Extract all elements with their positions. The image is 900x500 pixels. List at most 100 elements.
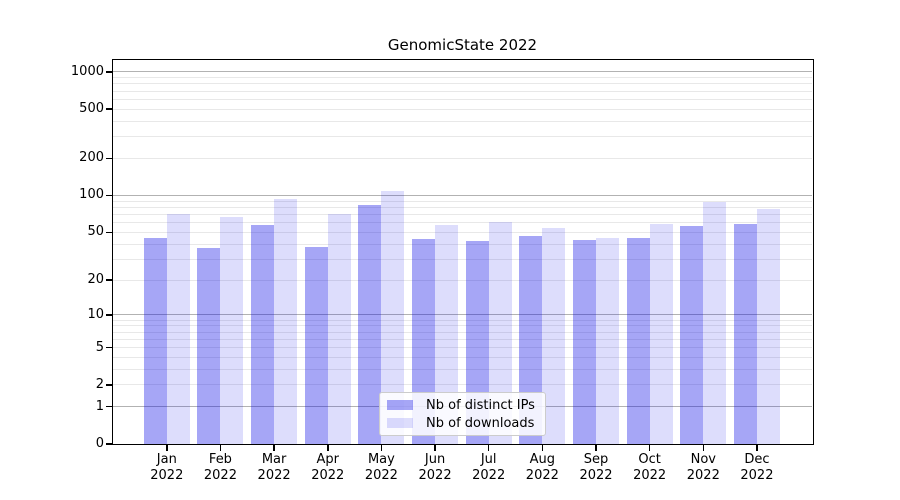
y-tick-mark-5 <box>106 346 112 349</box>
bar-nb-of-downloads-apr-2022 <box>327 213 351 444</box>
x-tick-label-jan-2022: Jan 2022 <box>150 452 184 483</box>
x-tick-mark-mar-2022 <box>273 445 275 451</box>
legend-label-distinct-ips: Nb of distinct IPs <box>426 397 535 413</box>
bar-nb-of-downloads-feb-2022 <box>220 216 244 444</box>
legend-item-downloads: Nb of downloads <box>387 416 538 431</box>
bar-nb-of-downloads-jan-2022 <box>166 213 190 444</box>
x-tick-label-mar-2022: Mar 2022 <box>257 452 291 483</box>
y-tick-mark-50 <box>106 231 112 233</box>
y-tick-mark-2 <box>106 384 112 386</box>
gridline-minor-9 <box>113 319 812 321</box>
x-tick-mark-dec-2022 <box>756 445 758 451</box>
plot-area <box>113 60 812 444</box>
x-tick-label-sep-2022: Sep 2022 <box>579 452 613 483</box>
x-tick-label-dec-2022: Dec 2022 <box>740 452 774 483</box>
y-tick-mark-10 <box>106 314 112 316</box>
legend: Nb of distinct IPs Nb of downloads <box>379 392 546 436</box>
bar-nb-of-downloads-aug-2022 <box>542 228 566 444</box>
bar-nb-of-distinct-ips-nov-2022 <box>680 226 704 444</box>
y-tick-label-0: 0 <box>95 436 104 451</box>
gridline-minor-8 <box>113 325 812 327</box>
gridline-minor-200 <box>113 157 812 159</box>
y-tick-mark-200 <box>106 157 112 160</box>
gridline-major-10 <box>113 314 812 316</box>
x-tick-label-jul-2022: Jul 2022 <box>472 452 506 483</box>
gridline-minor-600 <box>113 98 812 100</box>
bar-nb-of-downloads-jul-2022 <box>488 221 512 444</box>
y-tick-label-1: 1 <box>95 398 104 414</box>
gridline-minor-2 <box>113 384 812 386</box>
x-tick-mark-jan-2022 <box>166 445 168 451</box>
y-tick-label-1000: 1000 <box>70 63 104 79</box>
x-tick-label-jun-2022: Jun 2022 <box>418 452 452 483</box>
gridline-minor-300 <box>113 136 812 138</box>
gridline-minor-90 <box>113 200 812 202</box>
y-tick-label-100: 100 <box>79 187 104 203</box>
gridline-minor-400 <box>113 120 812 122</box>
bar-nb-of-distinct-ips-jan-2022 <box>143 237 167 444</box>
gridline-minor-7 <box>113 331 812 333</box>
legend-label-downloads: Nb of downloads <box>426 415 535 431</box>
y-tick-label-5: 5 <box>95 339 104 355</box>
x-tick-label-aug-2022: Aug 2022 <box>525 452 559 483</box>
bar-nb-of-downloads-jun-2022 <box>435 225 459 444</box>
x-tick-label-may-2022: May 2022 <box>364 452 398 483</box>
legend-swatch-downloads <box>387 418 413 428</box>
gridline-minor-700 <box>113 90 812 92</box>
gridline-minor-70 <box>113 213 812 215</box>
y-tick-mark-1000 <box>106 71 112 73</box>
bar-nb-of-downloads-nov-2022 <box>703 202 727 444</box>
gridline-minor-900 <box>113 77 812 79</box>
bar-nb-of-distinct-ips-sep-2022 <box>573 240 596 444</box>
bar-nb-of-downloads-oct-2022 <box>649 223 673 444</box>
x-tick-mark-aug-2022 <box>541 445 544 451</box>
bar-nb-of-distinct-ips-apr-2022 <box>304 246 328 444</box>
bar-nb-of-downloads-dec-2022 <box>756 209 780 444</box>
y-tick-label-500: 500 <box>79 101 104 117</box>
y-tick-mark-100 <box>106 194 112 197</box>
gridline-minor-50 <box>113 231 812 233</box>
gridline-minor-4 <box>113 356 812 358</box>
gridline-major-1000 <box>113 71 812 73</box>
gridline-major-100 <box>113 194 812 196</box>
bar-nb-of-downloads-may-2022 <box>381 191 405 444</box>
y-tick-mark-0 <box>106 443 112 445</box>
x-tick-mark-sep-2022 <box>595 445 597 451</box>
bar-nb-of-downloads-sep-2022 <box>596 237 619 444</box>
y-tick-label-10: 10 <box>87 306 104 322</box>
x-tick-label-feb-2022: Feb 2022 <box>203 452 237 483</box>
chart-title: GenomicState 2022 <box>387 36 538 54</box>
x-tick-mark-jun-2022 <box>434 445 436 451</box>
x-tick-mark-oct-2022 <box>648 445 651 451</box>
x-tick-mark-apr-2022 <box>327 445 329 451</box>
y-tick-label-20: 20 <box>87 272 104 288</box>
y-tick-mark-1 <box>106 405 112 408</box>
gridline-minor-800 <box>113 83 812 85</box>
x-tick-label-oct-2022: Oct 2022 <box>633 452 667 483</box>
bar-nb-of-distinct-ips-feb-2022 <box>197 248 221 444</box>
gridline-minor-80 <box>113 206 812 208</box>
gridline-minor-60 <box>113 222 812 224</box>
legend-item-distinct-ips: Nb of distinct IPs <box>387 398 538 413</box>
x-tick-label-nov-2022: Nov 2022 <box>686 452 720 483</box>
bar-nb-of-distinct-ips-aug-2022 <box>519 235 543 444</box>
gridline-minor-3 <box>113 368 812 370</box>
y-tick-mark-500 <box>106 108 112 110</box>
gridline-minor-5 <box>113 347 812 348</box>
x-tick-label-apr-2022: Apr 2022 <box>311 452 345 483</box>
legend-swatch-distinct-ips <box>387 400 413 410</box>
y-tick-label-50: 50 <box>87 224 104 240</box>
y-tick-label-2: 2 <box>95 376 104 392</box>
bar-nb-of-distinct-ips-may-2022 <box>358 205 382 444</box>
gridline-minor-6 <box>113 338 812 340</box>
bar-nb-of-distinct-ips-oct-2022 <box>626 237 650 444</box>
y-tick-mark-20 <box>106 279 112 281</box>
bar-nb-of-downloads-mar-2022 <box>274 199 298 444</box>
gridline-minor-40 <box>113 243 812 245</box>
x-tick-mark-may-2022 <box>380 445 383 451</box>
x-tick-mark-feb-2022 <box>219 445 222 451</box>
x-tick-mark-jul-2022 <box>487 445 490 451</box>
gridline-minor-20 <box>113 279 812 281</box>
x-tick-mark-nov-2022 <box>702 445 705 451</box>
bar-nb-of-distinct-ips-dec-2022 <box>733 224 757 444</box>
